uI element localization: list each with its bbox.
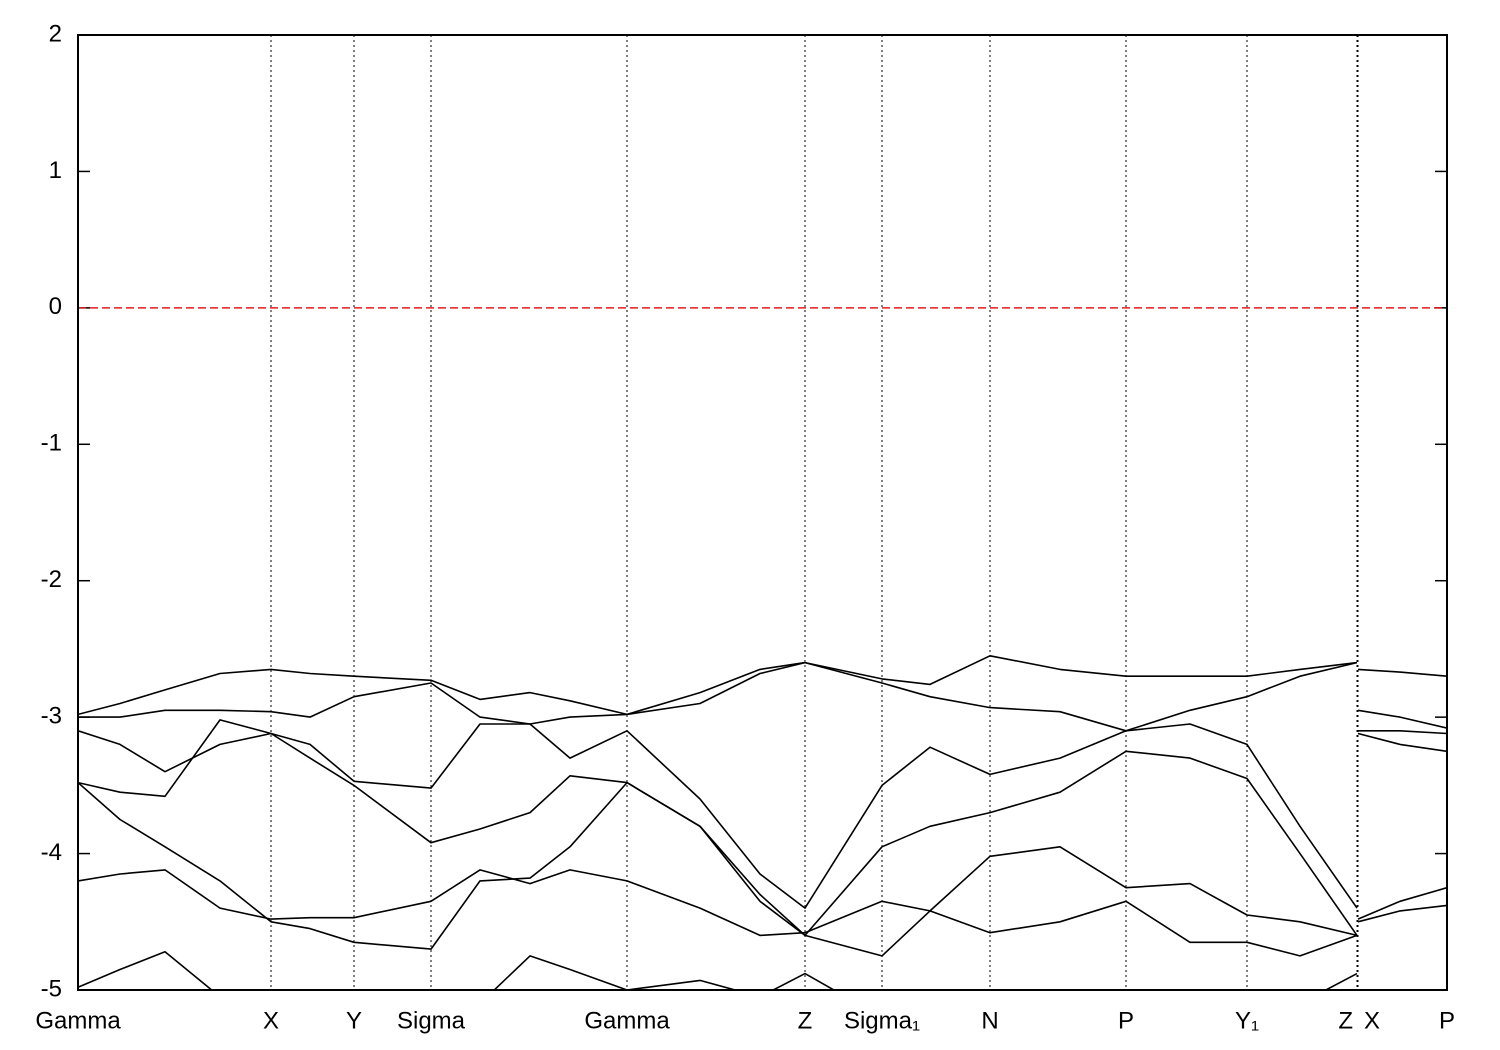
x-tick-label: Z [1338, 1007, 1353, 1034]
y-tick-label: 2 [49, 20, 62, 47]
band-line [78, 723, 1447, 909]
band-line [78, 655, 1447, 716]
y-tick-label: 0 [49, 293, 62, 320]
y-tick-label: -2 [41, 566, 62, 593]
x-tick-label: Y₁ [1235, 1007, 1259, 1034]
x-tick-label: Sigma₁ [844, 1007, 920, 1034]
x-tick-label: X [263, 1007, 279, 1034]
band-line [78, 661, 1447, 732]
x-tick-label: N [981, 1007, 998, 1034]
y-tick-label: 1 [49, 157, 62, 184]
band-line [78, 951, 1358, 990]
x-tick-label: P [1118, 1007, 1134, 1034]
band-line [78, 781, 1447, 957]
x-tick-label: Gamma [35, 1007, 121, 1034]
x-tick-label: Gamma [584, 1007, 670, 1034]
y-tick-label: -1 [41, 430, 62, 457]
plot-frame [77, 34, 1448, 991]
y-tick-label: -5 [41, 975, 62, 1002]
x-tick-label: Sigma [397, 1007, 466, 1034]
y-tick-label: -3 [41, 702, 62, 729]
x-tick-label: X [1364, 1007, 1380, 1034]
y-tick-label: -4 [41, 839, 62, 866]
x-tick-label: Y [346, 1007, 362, 1034]
x-tick-label: P [1439, 1007, 1455, 1034]
x-tick-label: Z [798, 1007, 813, 1034]
band-line [78, 846, 1447, 937]
